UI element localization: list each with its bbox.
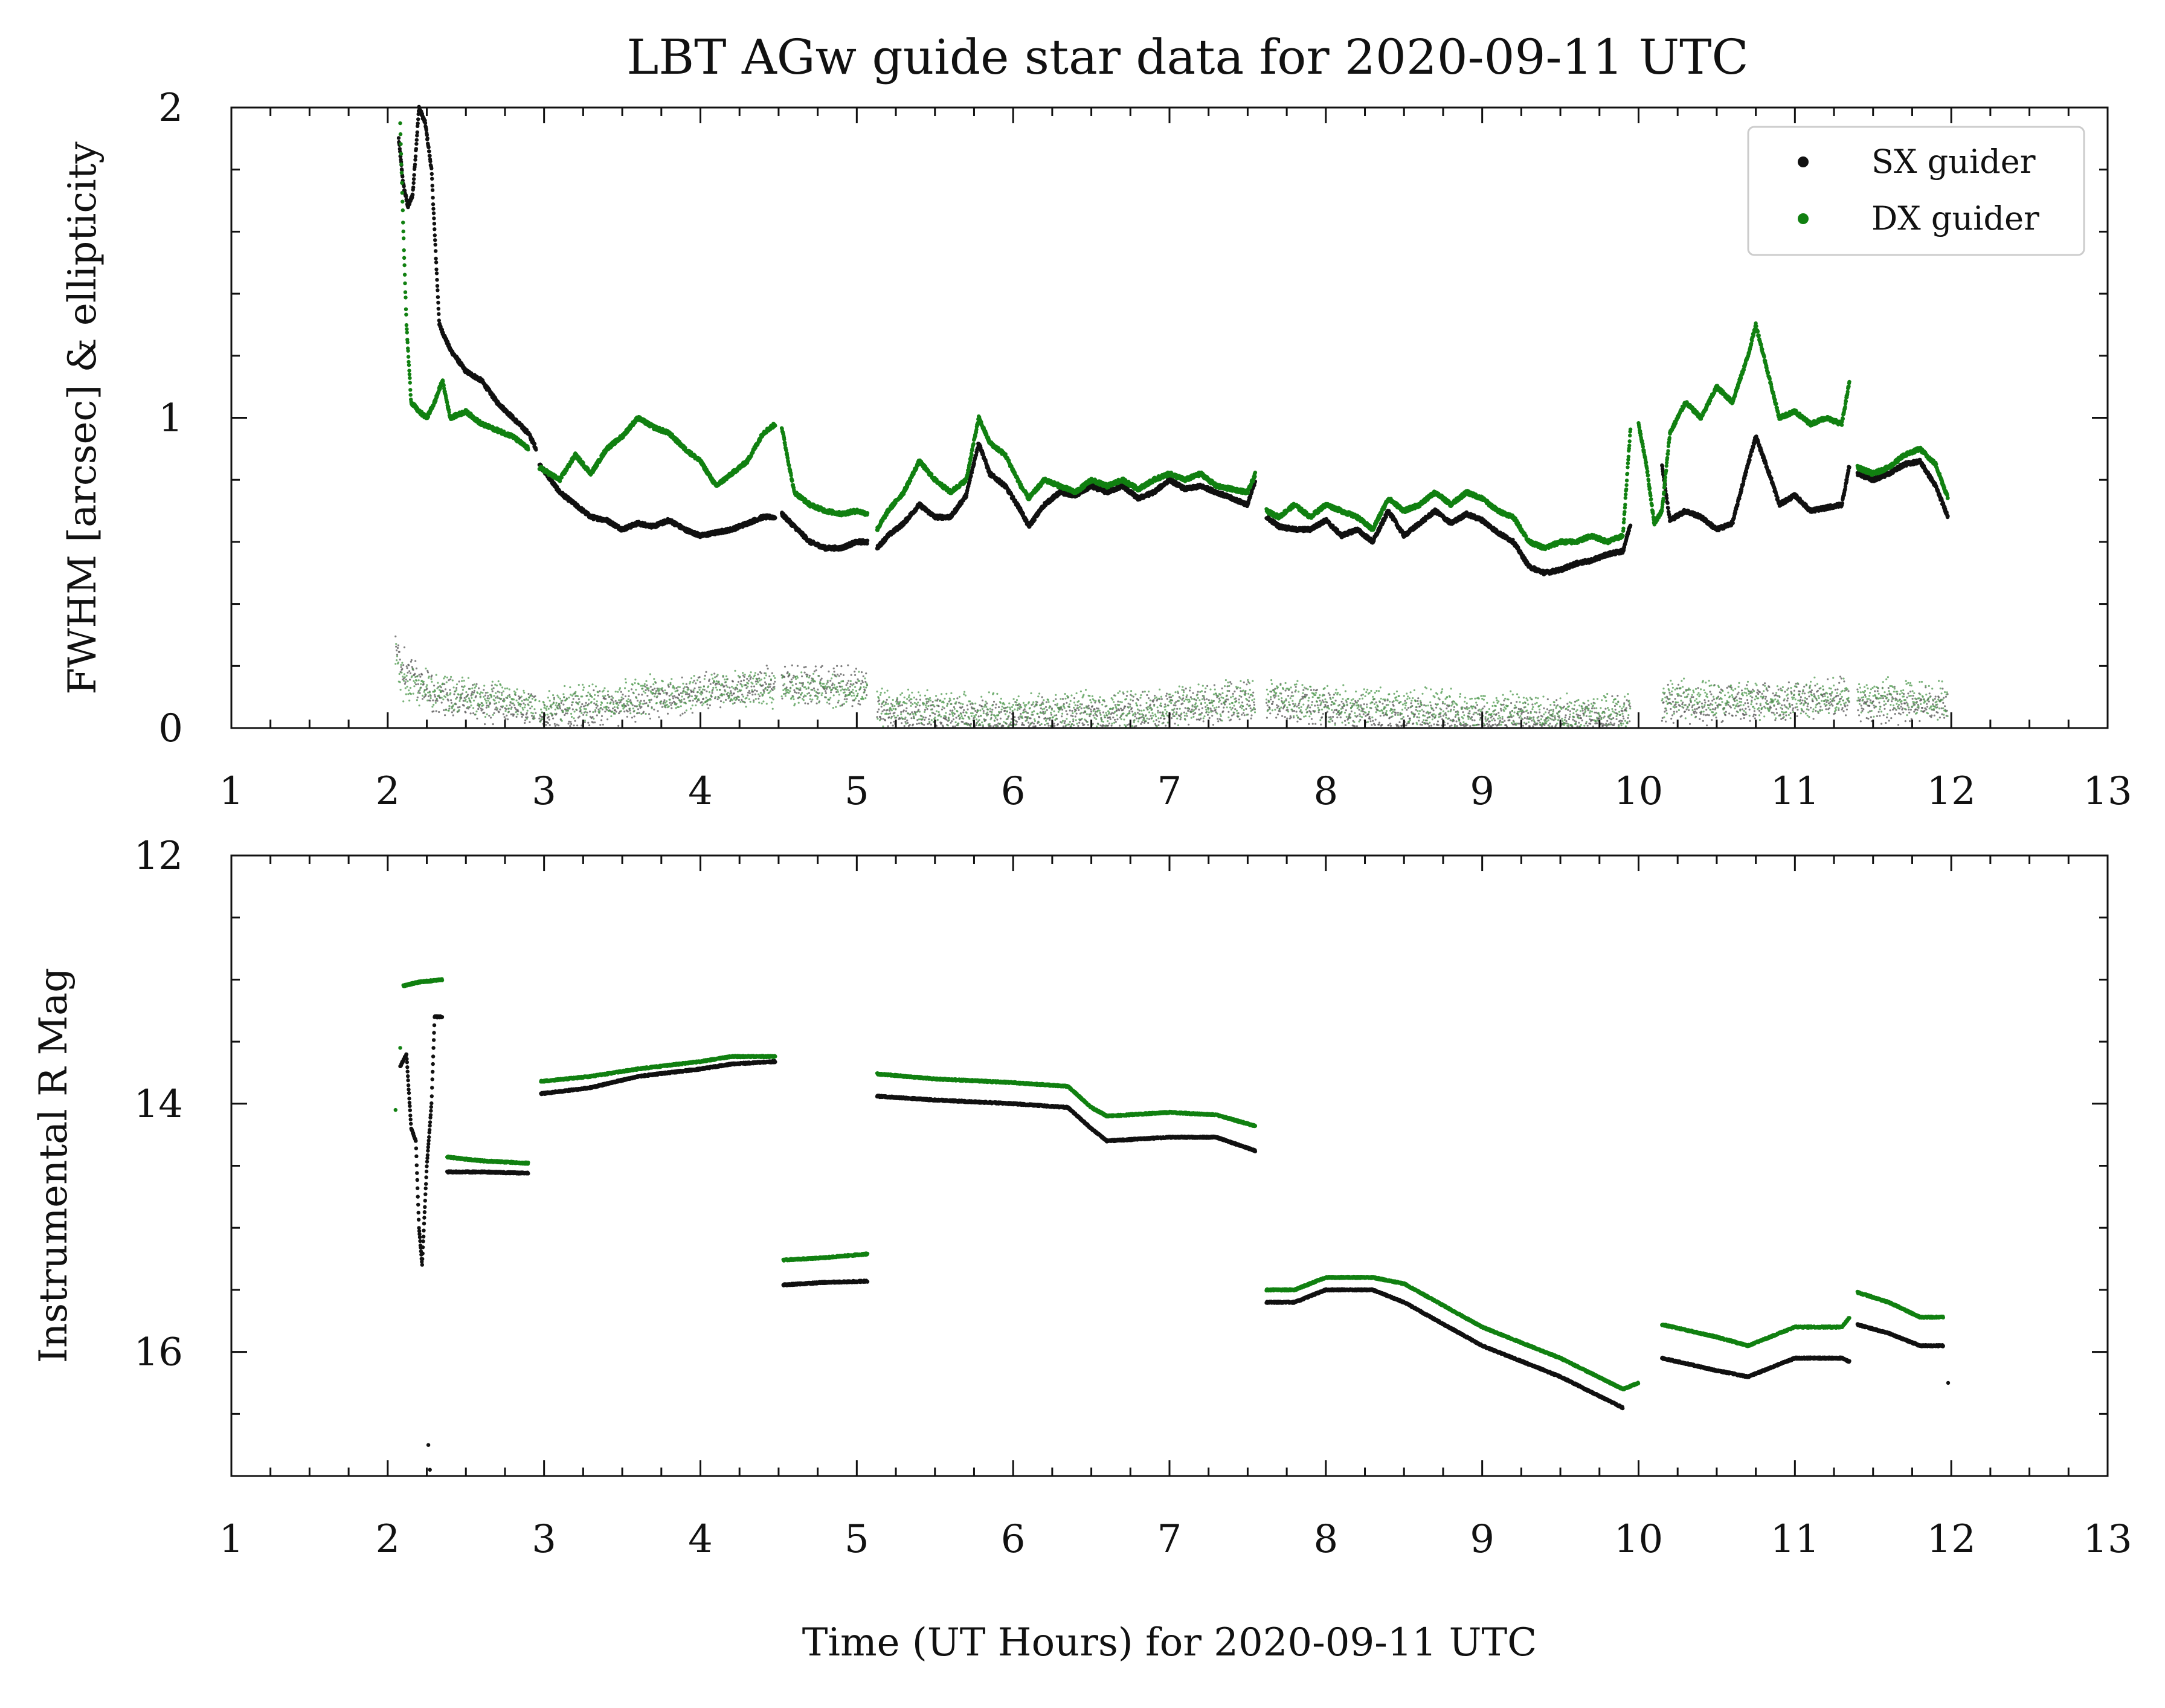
data-point — [434, 257, 437, 260]
data-point — [414, 142, 418, 146]
data-point — [437, 312, 440, 316]
data-point — [434, 249, 437, 253]
chart-title: LBT AGw guide star data for 2020-09-11 U… — [626, 29, 1748, 85]
data-point — [411, 185, 415, 189]
data-point — [426, 146, 430, 149]
data-point — [426, 137, 429, 140]
data-point — [401, 175, 404, 178]
data-point — [866, 539, 869, 543]
data-point — [436, 284, 439, 288]
data-point — [431, 207, 435, 210]
data-point — [430, 177, 434, 181]
data-point — [397, 136, 401, 140]
data-point — [414, 147, 418, 150]
data-point — [415, 138, 419, 141]
data-point — [432, 216, 436, 220]
data-point — [428, 154, 431, 158]
data-point — [534, 448, 538, 451]
data-point — [431, 196, 434, 199]
data-point — [412, 173, 416, 176]
data-point — [434, 260, 438, 264]
data-point — [429, 167, 433, 170]
data-point — [433, 227, 436, 231]
data-point — [427, 149, 431, 153]
data-point — [433, 233, 437, 237]
figure: LBT AGw guide star data for 2020-09-11 U… — [0, 0, 2165, 1708]
data-point — [434, 268, 438, 271]
data-point — [412, 177, 416, 181]
data-point — [533, 442, 536, 445]
data-point — [431, 202, 435, 206]
data-point — [436, 288, 439, 292]
data-point — [773, 516, 777, 520]
data-point — [436, 295, 440, 299]
data-point — [969, 474, 973, 478]
data-point — [433, 222, 436, 225]
data-point — [434, 243, 437, 247]
data-point — [431, 184, 434, 187]
data-point — [414, 155, 417, 158]
data-point — [416, 117, 420, 121]
data-point — [430, 172, 434, 176]
data-point — [412, 181, 416, 185]
data-point — [428, 160, 432, 163]
figure-background — [0, 0, 2165, 1708]
data-point — [433, 238, 437, 242]
data-point — [973, 462, 976, 465]
data-point — [413, 158, 417, 161]
data-point — [435, 271, 439, 275]
data-point — [437, 307, 440, 311]
data-point — [416, 131, 419, 134]
data-point — [411, 193, 414, 196]
data-point — [425, 133, 429, 137]
data-point — [431, 189, 434, 192]
data-point — [435, 278, 439, 282]
data-point — [413, 163, 417, 166]
data-point — [416, 121, 420, 125]
data-point — [432, 211, 436, 215]
data-point — [436, 301, 440, 305]
data-point — [402, 184, 405, 188]
